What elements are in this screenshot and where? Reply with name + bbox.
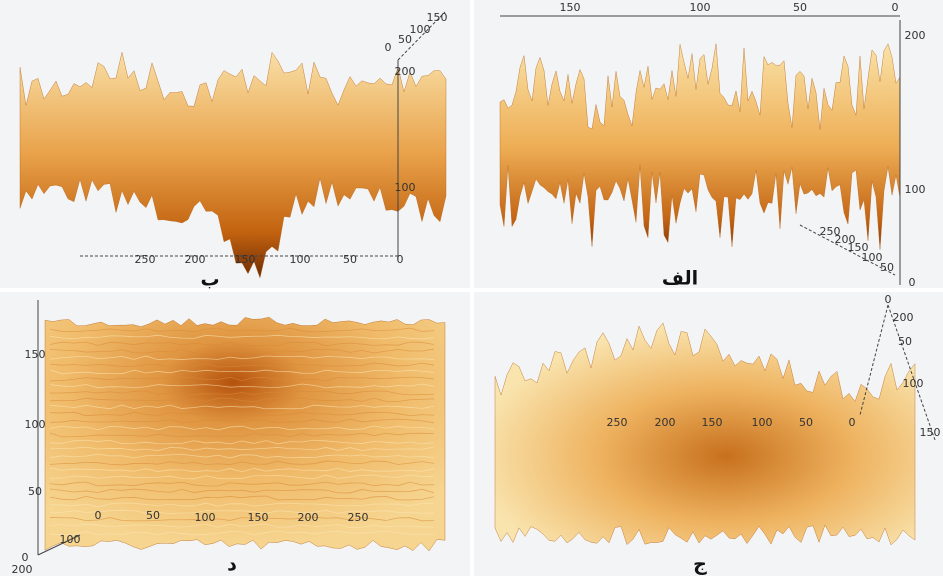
tick-label: 250: [348, 511, 369, 524]
tick-label: 50: [793, 1, 807, 14]
panel-label: ج: [693, 554, 707, 576]
tick-label: 100: [905, 183, 926, 196]
tick-label: 0: [885, 293, 892, 306]
tick-label: 100: [862, 251, 883, 264]
panel-label: الف: [662, 268, 698, 290]
texture: [49, 474, 435, 480]
texture: [49, 390, 435, 396]
surface: [19, 51, 447, 279]
tick-label: 200: [395, 65, 416, 78]
texture: [49, 369, 435, 375]
texture: [49, 355, 435, 361]
tick-label: 200: [185, 253, 206, 266]
tick-label: 250: [135, 253, 156, 266]
texture: [49, 348, 435, 354]
tick-label: 100: [195, 511, 216, 524]
tick-label: 50: [799, 416, 813, 429]
texture: [49, 334, 435, 340]
tick-label: 150: [920, 426, 941, 439]
tick-label: 0: [909, 276, 916, 289]
tick-label: 100: [410, 23, 431, 36]
texture: [49, 362, 435, 368]
texture: [49, 530, 435, 536]
labels: ب الف د ج 250 200 150 100 50 0200100050100150…: [12, 1, 941, 576]
tick-label: 50: [146, 509, 160, 522]
texture: [49, 383, 435, 389]
tick-label: 100: [690, 1, 711, 14]
tick-label: 200: [655, 416, 676, 429]
texture: [49, 404, 435, 410]
surfaces: [19, 43, 916, 552]
texture: [49, 432, 435, 438]
tick-label: 150: [427, 11, 448, 24]
tick-label: 50: [343, 253, 357, 266]
tick-label: 0: [22, 551, 29, 564]
texture: [49, 341, 435, 347]
tick-label: 150: [235, 253, 256, 266]
texture: [49, 502, 435, 508]
surface: [44, 317, 446, 552]
panel-label: د: [227, 554, 237, 576]
tick-label: 150: [25, 348, 46, 361]
tick-label: 100: [290, 253, 311, 266]
tick-label: 0: [385, 41, 392, 54]
tick-label: 150: [560, 1, 581, 14]
panel-label: ب: [200, 269, 219, 291]
tick-label: 250: [607, 416, 628, 429]
tick-label: 150: [702, 416, 723, 429]
tick-label: 200: [12, 563, 33, 576]
texture: [49, 439, 435, 445]
tick-label: 200: [835, 233, 856, 246]
tick-label: 50: [398, 33, 412, 46]
tick-label: 50: [880, 261, 894, 274]
texture: [49, 495, 435, 501]
tick-label: 200: [905, 29, 926, 42]
tick-label: 0: [95, 509, 102, 522]
texture: [49, 446, 435, 452]
axes: [37, 11, 936, 556]
tick-label: 150: [248, 511, 269, 524]
tick-label: 250: [820, 225, 841, 238]
texture: [49, 488, 435, 494]
tick-label: 200: [893, 311, 914, 324]
texture: [49, 411, 435, 417]
tick-label: 100: [395, 181, 416, 194]
tick-label: 0: [397, 253, 404, 266]
texture: [49, 523, 435, 528]
tick-label: 100: [752, 416, 773, 429]
tick-label: 150: [848, 241, 869, 254]
texture: [49, 376, 435, 382]
tick-label: 100: [25, 418, 46, 431]
texture: [49, 425, 435, 431]
texture: [49, 453, 435, 459]
texture: [49, 509, 435, 515]
tick-label: 100: [903, 377, 924, 390]
tick-label: 100: [60, 533, 81, 546]
surface: [494, 322, 916, 546]
texture: [49, 327, 435, 333]
tick-label: 0: [892, 1, 899, 14]
texture: [49, 460, 435, 466]
texture: [49, 467, 435, 473]
tick-label: 200: [298, 511, 319, 524]
texture: [49, 418, 435, 424]
texture: [49, 516, 435, 522]
tick-label: 0: [849, 416, 856, 429]
tick-label: 50: [28, 485, 42, 498]
texture: [49, 481, 435, 487]
tick-label: 50: [898, 335, 912, 348]
texture: [49, 397, 435, 403]
